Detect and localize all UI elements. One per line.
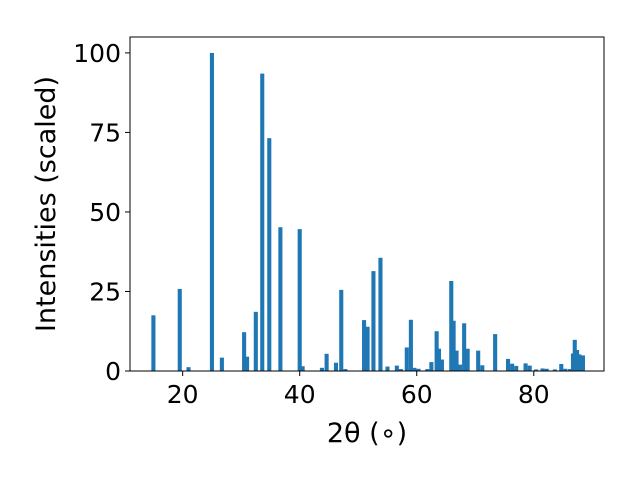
bar: [454, 350, 459, 371]
bar: [244, 356, 250, 371]
bar: [572, 339, 577, 371]
bar: [568, 369, 573, 371]
bar: [493, 334, 498, 371]
axes-frame: [129, 36, 605, 372]
bar: [408, 319, 413, 371]
x-tick-label: 80: [518, 380, 550, 409]
bar: [580, 355, 585, 371]
bar: [253, 311, 258, 371]
bar: [260, 73, 265, 371]
bar: [465, 348, 470, 371]
bar: [527, 365, 532, 371]
x-axis-ticks: 20 40 60 80: [167, 371, 550, 409]
bar: [544, 368, 549, 371]
bar: [457, 364, 463, 371]
y-tick-label: 25: [89, 277, 121, 306]
y-tick-label: 0: [105, 357, 121, 386]
bar: [505, 358, 511, 371]
bar: [540, 368, 545, 371]
y-axis-label: Intensities (scaled): [31, 76, 62, 332]
bar: [278, 227, 283, 371]
x-tick-label: 60: [401, 380, 433, 409]
bar: [425, 369, 430, 371]
x-tick-label: 20: [167, 380, 199, 409]
bar: [219, 357, 224, 371]
bar: [319, 367, 324, 371]
bar: [378, 257, 383, 371]
bar: [333, 362, 339, 371]
bar: [404, 347, 409, 371]
bar: [429, 362, 434, 371]
bar: [297, 229, 302, 371]
bar: [394, 365, 399, 371]
bar: [186, 367, 191, 371]
bar: [439, 359, 444, 371]
bar: [365, 326, 370, 371]
bar: [510, 363, 515, 371]
bar: [412, 367, 417, 371]
bar: [514, 365, 519, 371]
bar: [559, 364, 564, 371]
bar: [480, 365, 485, 371]
bar: [151, 315, 156, 371]
bar: [577, 354, 582, 371]
bar: [177, 288, 182, 371]
bar: [385, 366, 390, 371]
bar: [339, 289, 344, 371]
y-axis-ticks: 0 25 50 75 100: [73, 39, 130, 386]
bar: [267, 138, 272, 371]
x-axis-label: 2θ (∘): [327, 418, 407, 449]
bar: [324, 353, 329, 371]
y-tick-label: 75: [89, 118, 121, 147]
bar: [563, 368, 568, 371]
bar: [434, 331, 439, 371]
bar: [534, 369, 539, 371]
bar: [436, 348, 442, 371]
bar: [362, 320, 367, 371]
bar: [371, 271, 376, 371]
bar: [416, 368, 421, 371]
x-tick-label: 40: [284, 380, 316, 409]
bar: [398, 369, 403, 371]
bar: [451, 320, 456, 371]
bar: [449, 280, 454, 371]
bar: [575, 350, 580, 371]
bar: [552, 369, 557, 371]
y-tick-label: 100: [73, 39, 121, 68]
y-tick-label: 50: [89, 198, 121, 227]
bar: [523, 363, 528, 371]
bar: [242, 332, 247, 371]
bar: [462, 323, 467, 371]
bar: [476, 350, 481, 371]
bars-layer: [151, 52, 585, 372]
bar: [209, 52, 214, 372]
bar: [343, 369, 348, 371]
bar: [300, 366, 305, 371]
